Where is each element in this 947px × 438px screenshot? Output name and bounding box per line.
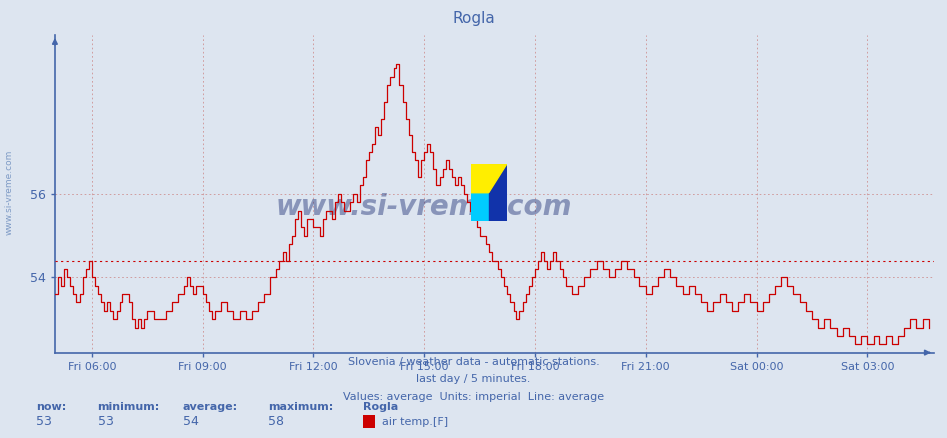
Text: Slovenia / weather data - automatic stations.: Slovenia / weather data - automatic stat… bbox=[348, 357, 599, 367]
Text: last day / 5 minutes.: last day / 5 minutes. bbox=[417, 374, 530, 385]
Text: Rogla: Rogla bbox=[363, 402, 398, 412]
Text: air temp.[F]: air temp.[F] bbox=[382, 417, 448, 427]
Text: www.si-vreme.com: www.si-vreme.com bbox=[5, 150, 14, 235]
Text: 53: 53 bbox=[36, 415, 52, 428]
Text: Values: average  Units: imperial  Line: average: Values: average Units: imperial Line: av… bbox=[343, 392, 604, 402]
Polygon shape bbox=[471, 164, 489, 193]
Bar bbox=[471, 164, 489, 193]
Text: 53: 53 bbox=[98, 415, 114, 428]
Text: 58: 58 bbox=[268, 415, 284, 428]
Polygon shape bbox=[489, 164, 507, 193]
Text: now:: now: bbox=[36, 402, 66, 412]
Bar bbox=[489, 164, 507, 221]
Text: 54: 54 bbox=[183, 415, 199, 428]
Text: average:: average: bbox=[183, 402, 238, 412]
Text: Rogla: Rogla bbox=[452, 11, 495, 26]
Text: www.si-vreme.com: www.si-vreme.com bbox=[276, 193, 572, 220]
Bar bbox=[471, 193, 489, 221]
Text: maximum:: maximum: bbox=[268, 402, 333, 412]
Text: minimum:: minimum: bbox=[98, 402, 160, 412]
